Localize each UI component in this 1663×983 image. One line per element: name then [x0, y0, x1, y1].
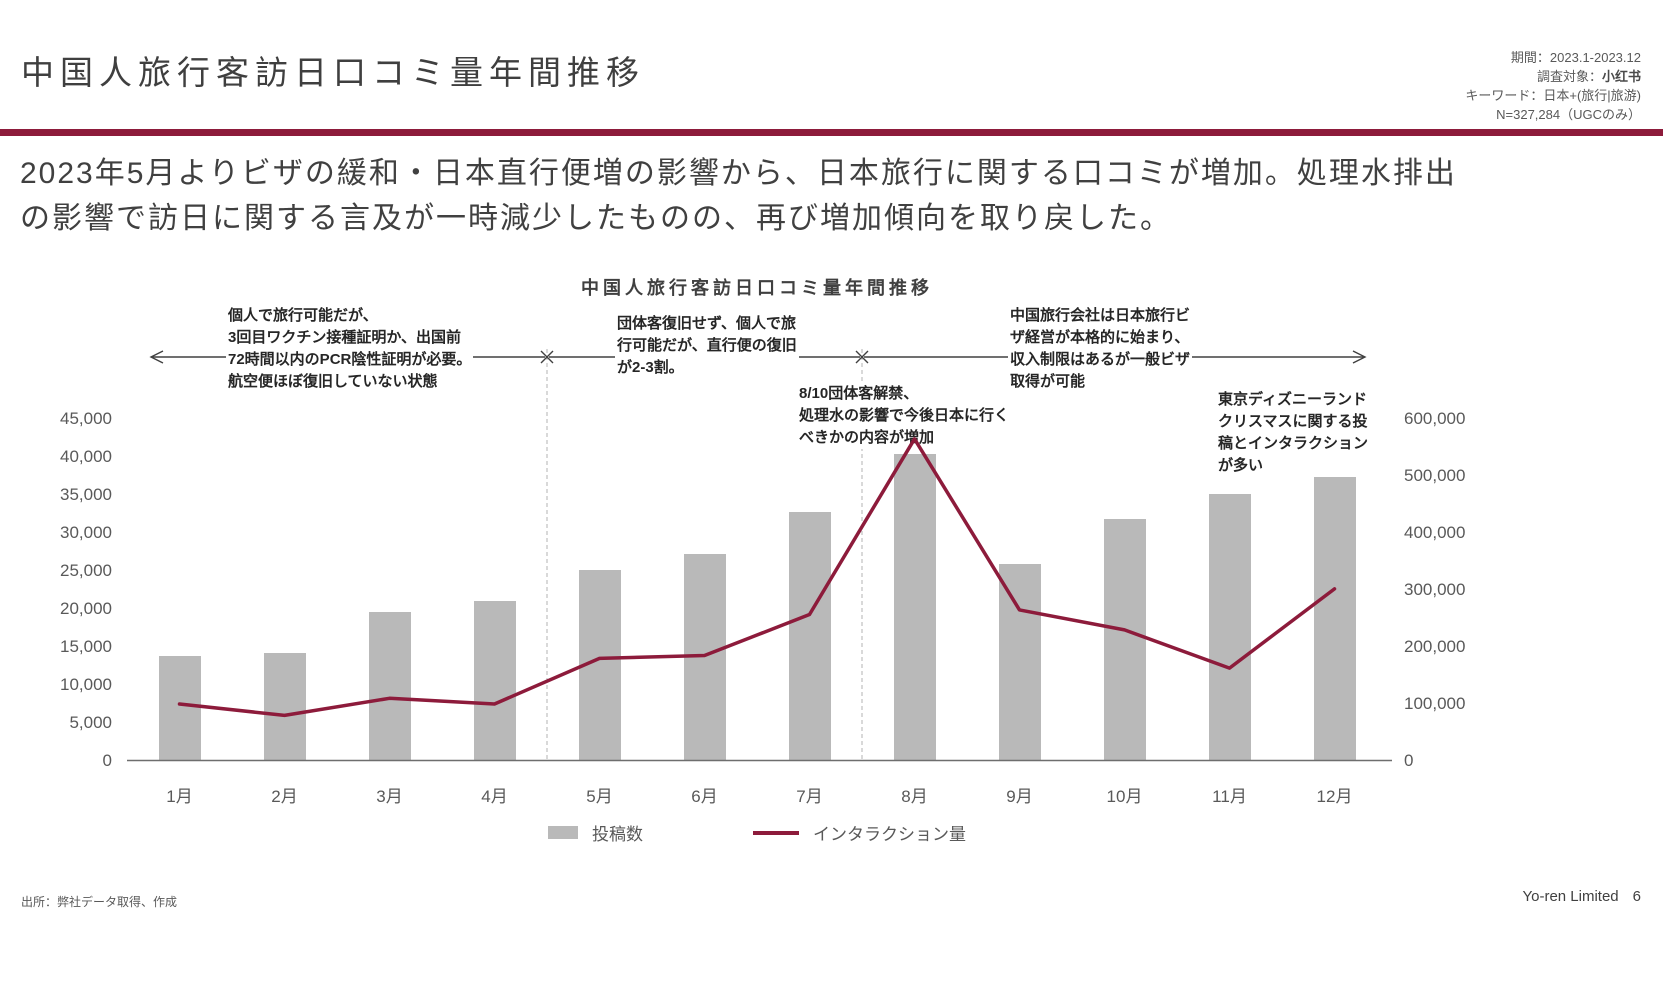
meta-period: 期間：2023.1-2023.12 [1510, 50, 1641, 65]
y-axis-right-tick: 300,000 [1404, 580, 1466, 599]
line-swatch-icon [753, 830, 799, 835]
bar-12月 [1313, 476, 1356, 760]
x-tick-4月: 4月 [481, 787, 508, 806]
accent-divider [0, 129, 1663, 136]
bar-1月 [158, 656, 201, 760]
bar-4月 [473, 600, 516, 760]
bar-swatch-icon [548, 826, 578, 839]
bar-6月 [683, 553, 726, 760]
legend-item-posts: 投稿数 [548, 820, 643, 845]
x-tick-2月: 2月 [271, 787, 298, 806]
y-axis-right-tick: 200,000 [1404, 637, 1466, 656]
summary-text: 2023年5月よりビザの緩和・日本直行便増の影響から、日本旅行に関する口コミが増… [20, 157, 1457, 235]
y-axis-left-tick: 25,000 [60, 561, 112, 580]
arrowhead-right-icon [1352, 350, 1367, 364]
report-meta: 期間：2023.1-2023.12 調査対象：小红书 キーワード：日本+(旅行|… [1465, 48, 1641, 124]
x-tick-11月: 11月 [1212, 787, 1247, 806]
bar-7月 [788, 511, 831, 760]
bar-3月 [368, 612, 411, 760]
meta-target: 調査対象：小红书 [1465, 67, 1641, 86]
legend-interactions-label: インタラクション量 [813, 825, 966, 844]
y-axis-left-tick: 0 [102, 751, 112, 770]
annotation-august: 8/10団体客解禁、 処理水の影響で今後日本に行く べきかの内容が増加 [797, 383, 1012, 449]
y-axis-right-tick: 0 [1404, 751, 1414, 770]
bar-8月 [893, 453, 936, 760]
annotation-december: 東京ディズニーランド クリスマスに関する投 稿とインタラクション が多い [1216, 389, 1371, 477]
company-name: Yo-ren Limited [1522, 888, 1619, 905]
x-tick-6月: 6月 [691, 787, 718, 806]
bar-11月 [1208, 494, 1251, 760]
x-tick-3月: 3月 [376, 787, 403, 806]
footer-company: Yo-ren Limited 6 [1522, 888, 1641, 905]
y-axis-left-tick: 20,000 [60, 599, 112, 618]
y-axis-left-tick: 45,000 [60, 409, 112, 428]
annotation-phase2: 団体客復旧せず、個人で旅 行可能だが、直行便の復旧 が2-3割。 [615, 313, 799, 379]
y-axis-right-tick: 400,000 [1404, 523, 1466, 542]
annotation-phase3: 中国旅行会社は日本旅行ビ ザ経営が本格的に始まり、 収入制限はあるが一般ビザ 取… [1008, 305, 1193, 393]
y-axis-left-tick: 10,000 [60, 675, 112, 694]
bar-9月 [998, 564, 1041, 760]
page-number: 6 [1632, 888, 1641, 905]
legend-item-interactions: インタラクション量 [753, 820, 966, 845]
page-title: 中国人旅行客訪日口コミ量年間推移 [21, 54, 645, 91]
source-note: 出所：弊社データ取得、作成 [21, 895, 178, 909]
x-tick-9月: 9月 [1006, 787, 1033, 806]
meta-sample-size: N=327,284（UGCのみ） [1496, 107, 1641, 122]
x-tick-7月: 7月 [796, 787, 823, 806]
chart-legend: 投稿数 インタラクション量 [127, 820, 1387, 845]
chart-title: 中国人旅行客訪日口コミ量年間推移 [581, 278, 933, 298]
legend-posts-label: 投稿数 [592, 825, 643, 844]
x-tick-5月: 5月 [586, 787, 613, 806]
y-axis-left-tick: 15,000 [60, 637, 112, 656]
y-axis-left-tick: 35,000 [60, 485, 112, 504]
segment-cross-mark-1 [540, 350, 554, 364]
meta-keyword: キーワード：日本+(旅行|旅游) [1465, 88, 1641, 103]
bar-10月 [1103, 518, 1146, 760]
meta-target-value: 小红书 [1601, 69, 1641, 84]
annotation-phase1: 個人で旅行可能だが、 3回目ワクチン接種証明か、出国前 72時間以内のPCR陰性… [226, 305, 474, 393]
x-tick-8月: 8月 [901, 787, 928, 806]
bar-5月 [578, 570, 621, 760]
x-tick-1月: 1月 [166, 787, 193, 806]
x-tick-10月: 10月 [1106, 787, 1143, 806]
y-axis-left-tick: 5,000 [69, 713, 112, 732]
x-tick-12月: 12月 [1316, 787, 1353, 806]
interaction-line-series [177, 437, 1337, 718]
y-axis-left-tick: 30,000 [60, 523, 112, 542]
y-axis-right-tick: 500,000 [1404, 466, 1466, 485]
bar-2月 [263, 653, 306, 760]
arrowhead-left-icon [149, 350, 164, 364]
y-axis-left-tick: 40,000 [60, 447, 112, 466]
meta-target-label: 調査対象： [1536, 69, 1602, 84]
y-axis-right-tick: 600,000 [1404, 409, 1466, 428]
y-axis-right-tick: 100,000 [1404, 694, 1466, 713]
segment-cross-mark-2 [855, 350, 869, 364]
